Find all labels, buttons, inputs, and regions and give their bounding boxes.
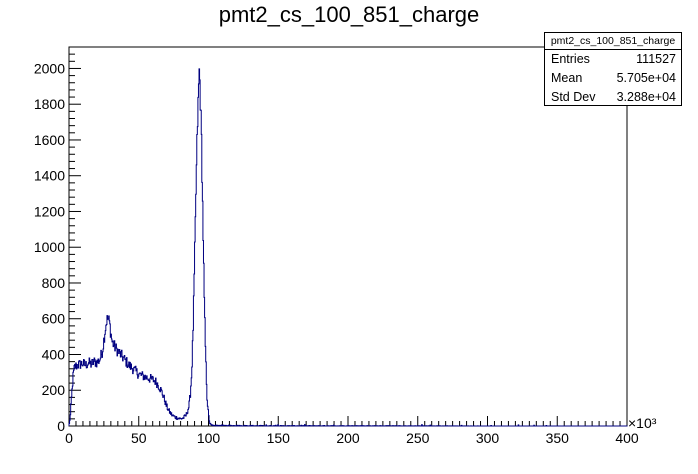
- x-tick-label: 300: [476, 430, 500, 446]
- stats-value-mean: 5.705e+04: [616, 71, 676, 85]
- x-tick-label: 150: [267, 430, 291, 446]
- x-tick-label: 250: [406, 430, 430, 446]
- y-tick-label: 800: [42, 275, 66, 291]
- y-tick-label: 0: [57, 418, 65, 434]
- axes: 0 50 100 150 200 250 300 350 400×10³020040060080…: [34, 46, 657, 446]
- y-tick-label: 1200: [34, 203, 65, 219]
- data-layer: [68, 68, 628, 427]
- histogram-line: [68, 68, 628, 427]
- stats-value-stddev: 3.288e+04: [616, 90, 676, 104]
- y-tick-label: 1000: [34, 239, 65, 255]
- x-tick-label: 200: [336, 430, 360, 446]
- x-tick-label: 350: [546, 430, 570, 446]
- y-tick-label: 1400: [34, 168, 65, 184]
- stats-label-stddev: Std Dev: [551, 90, 596, 104]
- y-tick-label: 600: [42, 311, 66, 327]
- stats-value-entries: 111527: [636, 52, 676, 66]
- stats-label-entries: Entries: [551, 52, 590, 66]
- y-tick-label: 1800: [34, 96, 65, 112]
- y-tick-label: 2000: [34, 60, 65, 76]
- stats-row-entries: Entries 111527: [545, 50, 681, 69]
- x-tick-label: 0: [65, 430, 73, 446]
- x-multiplier-label: ×10³: [628, 415, 657, 431]
- chart-title: pmt2_cs_100_851_charge: [218, 2, 480, 27]
- y-tick-label: 400: [42, 346, 66, 362]
- x-tick-label: 50: [131, 430, 147, 446]
- stats-label-mean: Mean: [551, 71, 583, 85]
- y-tick-label: 1600: [34, 132, 65, 148]
- y-tick-label: 200: [42, 382, 66, 398]
- x-tick-label: 100: [197, 430, 221, 446]
- x-tick-label: 400: [615, 430, 639, 446]
- stats-row-stddev: Std Dev 3.288e+04: [545, 88, 681, 107]
- stats-box: pmt2_cs_100_851_charge Entries 111527 Me…: [544, 32, 682, 106]
- stats-box-title: pmt2_cs_100_851_charge: [545, 33, 681, 50]
- stats-row-mean: Mean 5.705e+04: [545, 69, 681, 88]
